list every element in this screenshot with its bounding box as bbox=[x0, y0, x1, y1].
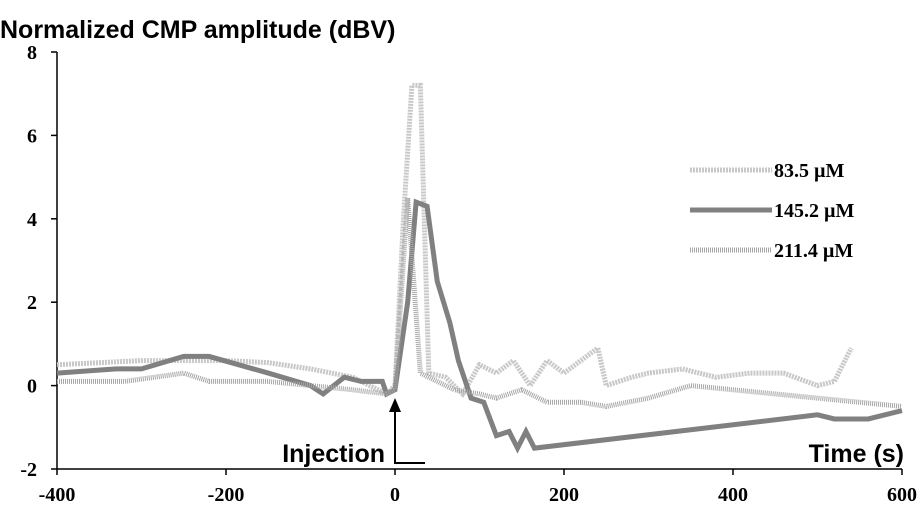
y-tick-label: 2 bbox=[27, 292, 37, 314]
y-tick-label: 8 bbox=[27, 42, 37, 64]
annotation: Injection bbox=[282, 440, 385, 468]
legend-label: 83.5 µM bbox=[774, 160, 845, 182]
y-tick-label: -2 bbox=[20, 459, 37, 481]
annotation: Time (s) bbox=[809, 440, 904, 468]
x-tick-label: 400 bbox=[718, 484, 748, 506]
series-line bbox=[56, 198, 903, 454]
injection-marker bbox=[389, 398, 425, 464]
arrow-head bbox=[389, 398, 401, 412]
legend-label: 211.4 µM bbox=[774, 240, 853, 262]
chart-title: Normalized CMP amplitude (dBV) bbox=[0, 16, 395, 44]
x-tick-label: -200 bbox=[208, 484, 245, 506]
x-tick-label: -400 bbox=[39, 484, 76, 506]
y-tick-label: 6 bbox=[27, 125, 37, 147]
x-tick-label: 600 bbox=[887, 484, 917, 506]
y-tick-label: 4 bbox=[27, 209, 37, 231]
y-tick-label: 0 bbox=[27, 376, 37, 398]
legend-label: 145.2 µM bbox=[774, 200, 855, 222]
series-line bbox=[57, 197, 903, 409]
x-tick-label: 200 bbox=[549, 484, 579, 506]
x-tick-label: 0 bbox=[390, 484, 400, 506]
